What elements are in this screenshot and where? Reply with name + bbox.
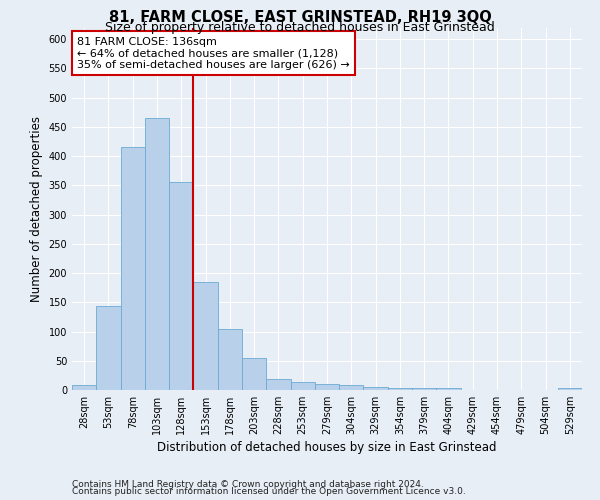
X-axis label: Distribution of detached houses by size in East Grinstead: Distribution of detached houses by size … (157, 441, 497, 454)
Bar (558, 388, 582, 390)
Bar (121, 148, 145, 390)
Bar (436, 388, 461, 390)
Bar (364, 387, 388, 390)
Bar (96, 306, 121, 390)
Bar (169, 182, 193, 390)
Text: Size of property relative to detached houses in East Grinstead: Size of property relative to detached ho… (105, 21, 495, 34)
Y-axis label: Number of detached properties: Number of detached properties (30, 116, 43, 302)
Bar (193, 282, 218, 390)
Text: Contains HM Land Registry data © Crown copyright and database right 2024.: Contains HM Land Registry data © Crown c… (72, 480, 424, 489)
Bar (218, 329, 242, 390)
Bar (266, 380, 290, 390)
Text: Contains public sector information licensed under the Open Government Licence v3: Contains public sector information licen… (72, 487, 466, 496)
Bar (388, 388, 412, 390)
Text: 81, FARM CLOSE, EAST GRINSTEAD, RH19 3QQ: 81, FARM CLOSE, EAST GRINSTEAD, RH19 3QQ (109, 10, 491, 25)
Bar (290, 382, 315, 390)
Bar (72, 384, 96, 390)
Bar (145, 118, 169, 390)
Bar (412, 388, 436, 390)
Text: 81 FARM CLOSE: 136sqm
← 64% of detached houses are smaller (1,128)
35% of semi-d: 81 FARM CLOSE: 136sqm ← 64% of detached … (77, 36, 350, 70)
Bar (315, 384, 339, 390)
Bar (242, 358, 266, 390)
Bar (339, 384, 364, 390)
